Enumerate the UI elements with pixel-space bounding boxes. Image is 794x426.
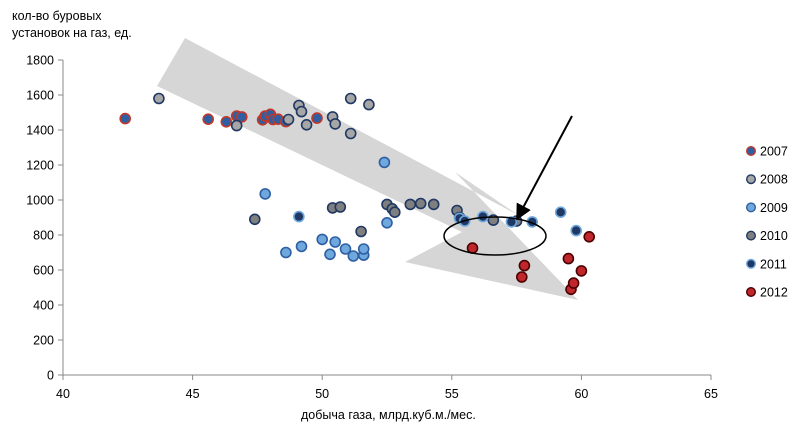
data-point-2012	[466, 242, 479, 254]
data-point-2010	[414, 197, 427, 210]
x-tick-label: 55	[445, 387, 459, 401]
x-tick-label: 60	[574, 387, 588, 401]
data-point-2009	[378, 156, 391, 169]
data-point-2011	[570, 224, 583, 237]
data-point-2011	[554, 206, 567, 218]
data-point-2009	[347, 250, 360, 262]
data-point-2010	[404, 198, 417, 211]
data-point-2012	[567, 277, 580, 289]
y-tick-label: 0	[47, 369, 54, 383]
y-tick-label: 600	[33, 264, 54, 278]
x-tick-label: 50	[315, 387, 329, 401]
legend-label-2012: 2012	[760, 286, 788, 300]
x-tick-label: 40	[56, 387, 70, 401]
data-point-2011	[505, 216, 518, 228]
legend-marker-2011	[746, 258, 757, 269]
y-axis-label: кол-во буровых установок на газ, ед.	[12, 8, 132, 42]
data-point-2010	[334, 201, 347, 213]
data-point-2009	[295, 240, 308, 253]
x-axis-label: добыча газа, млрд.куб.м./мес.	[301, 408, 476, 422]
data-point-2007	[202, 113, 214, 125]
data-point-2008	[282, 113, 295, 126]
y-tick-label: 1200	[26, 159, 54, 173]
legend-label-2010: 2010	[760, 229, 788, 243]
pointer-arrow	[516, 115, 573, 221]
data-point-2012	[575, 265, 588, 277]
legend-label-2011: 2011	[760, 257, 787, 271]
y-axis-label-line-1: кол-во буровых	[12, 9, 102, 23]
highlight-ellipse	[443, 216, 547, 256]
data-point-2012	[583, 231, 596, 243]
x-tick-label: 65	[704, 387, 718, 401]
y-tick-label: 1600	[26, 89, 54, 103]
data-point-2008	[230, 119, 243, 132]
y-tick-label: 1400	[26, 124, 54, 138]
data-point-2012	[518, 259, 531, 272]
data-point-2009	[381, 217, 393, 229]
data-point-2008	[153, 92, 165, 105]
y-tick-label: 200	[33, 334, 54, 348]
x-tick-label: 45	[186, 387, 200, 401]
data-point-2010	[355, 225, 367, 238]
data-point-2009	[357, 243, 370, 255]
data-point-2009	[339, 243, 352, 255]
y-tick-label: 1800	[26, 54, 54, 68]
legend-marker-2008	[746, 174, 757, 185]
y-tick-label: 800	[33, 229, 54, 243]
data-point-2008	[344, 92, 357, 105]
legend-label-2007: 2007	[760, 145, 788, 159]
data-point-2009	[316, 233, 329, 246]
data-point-2012	[562, 252, 575, 265]
legend-marker-2009	[746, 202, 757, 213]
y-tick-label: 400	[33, 299, 54, 313]
y-axis-label-line-2: установок на газ, ед.	[12, 26, 132, 40]
legend-marker-2012	[746, 287, 757, 298]
data-point-2009	[329, 236, 342, 248]
trend-arrow-shape	[157, 38, 578, 300]
y-tick-label: 1000	[26, 194, 54, 208]
data-point-2008	[344, 127, 357, 140]
data-point-2012	[515, 271, 528, 283]
data-point-2010	[249, 213, 261, 226]
legend-label-2008: 2008	[760, 173, 788, 187]
data-point-2007	[236, 111, 248, 123]
data-point-2009	[259, 188, 272, 200]
data-point-2010	[427, 198, 440, 211]
data-point-2009	[280, 246, 292, 259]
legend-marker-2007	[746, 145, 757, 156]
data-point-2008	[295, 105, 308, 118]
data-point-2008	[329, 118, 342, 130]
data-point-2009	[324, 248, 336, 261]
data-point-2011	[293, 210, 305, 223]
data-point-2008	[363, 98, 375, 111]
legend-label-2009: 2009	[760, 201, 788, 215]
data-point-2007	[311, 112, 323, 124]
legend-marker-2010	[746, 230, 757, 241]
data-point-2007	[220, 116, 233, 128]
data-point-2007	[119, 112, 131, 125]
data-point-2010	[388, 206, 401, 218]
data-point-2008	[300, 119, 313, 131]
